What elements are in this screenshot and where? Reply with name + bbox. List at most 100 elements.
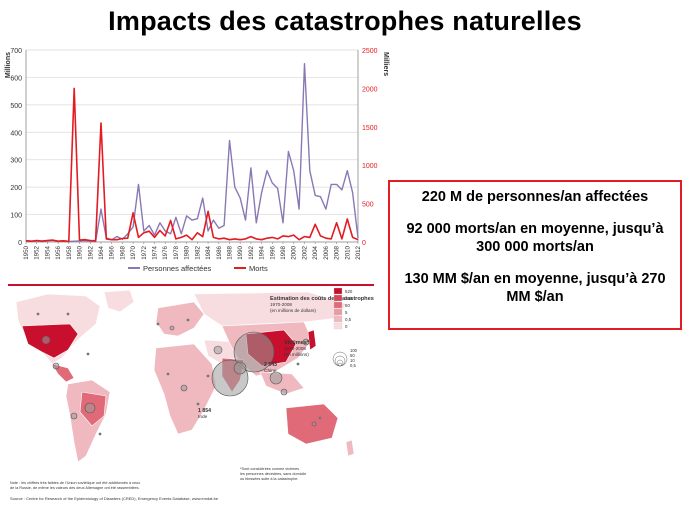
x-tick-label: 1956 — [55, 245, 62, 259]
right-tick-label: 500 — [362, 202, 374, 209]
left-tick-label: 500 — [10, 103, 22, 110]
nz-land — [345, 439, 355, 457]
cost-scale-label: 50 — [345, 303, 350, 308]
x-tick-label: 2010 — [344, 245, 351, 259]
victims-scale-label: 50 — [350, 353, 355, 358]
x-tick-label: 1950 — [23, 245, 30, 259]
x-tick-label: 1952 — [34, 245, 41, 259]
victims-scale-circle — [334, 355, 346, 367]
x-tick-label: 1960 — [77, 245, 84, 259]
circle-usa — [41, 335, 51, 345]
disaster-impact-chart: 0 100 200 300 400 500 600 700 0 500 1000 1500 2000 25… — [0, 42, 392, 282]
victims-legend-unit: (en millions) — [284, 352, 309, 357]
x-tick-label: 1990 — [237, 245, 244, 259]
event-dot — [296, 362, 300, 366]
cost-scale-label: 0,5 — [345, 317, 352, 322]
circle-brazil — [84, 402, 96, 414]
cost-scale-label: 5 — [345, 310, 348, 315]
x-tick-label: 1982 — [194, 245, 201, 259]
event-dot — [98, 432, 102, 436]
victims-scale-label: 100 — [350, 348, 358, 353]
left-tick-label: 200 — [10, 185, 22, 192]
slide-title: Impacts des catastrophes naturelles — [108, 6, 582, 36]
x-tick-label: 1954 — [44, 245, 51, 259]
victims-scale-circle — [332, 351, 348, 367]
europe-land — [155, 301, 205, 337]
circle-europe — [169, 325, 175, 331]
cost-swatch — [333, 308, 343, 316]
event-dot — [86, 352, 90, 356]
india-value: 1 854 — [198, 408, 211, 414]
x-tick-label: 2008 — [334, 245, 341, 259]
circle-peru — [70, 412, 78, 420]
right-tick-label: 2500 — [362, 48, 378, 55]
cost-swatch — [333, 294, 343, 302]
event-dot — [36, 312, 40, 316]
x-tick-label: 1998 — [280, 245, 287, 259]
x-tick-label: 1992 — [248, 245, 255, 259]
series-line-affected — [25, 63, 359, 243]
event-dot — [262, 338, 266, 342]
map-note-right-1: *Sont considérées comme victimes — [240, 467, 299, 471]
greenland-land — [103, 289, 135, 313]
x-tick-label: 2004 — [312, 245, 319, 259]
circle-china — [233, 331, 275, 373]
left-tick-label: 300 — [10, 158, 22, 165]
legend-affected: Personnes affectées — [143, 264, 211, 273]
stat-deaths: 92 000 morts/an en moyenne, jusqu’à 300 … — [406, 221, 664, 255]
x-tick-label: 1974 — [152, 245, 159, 259]
japan-land — [307, 329, 317, 351]
cost-swatch — [333, 322, 343, 330]
china-value: 2 543 — [264, 362, 277, 368]
circle-japan — [302, 338, 310, 346]
map-legend-unit: (en millions de dollars) — [270, 308, 316, 313]
series-line-deaths — [25, 87, 359, 243]
x-tick-label: 1996 — [269, 245, 276, 259]
left-axis-label: Millions — [5, 52, 12, 78]
right-tick-label: 0 — [362, 240, 366, 247]
circle-africa — [180, 384, 188, 392]
right-axis-label: Milliers — [382, 52, 389, 76]
victims-legend-title: Victimes*, — [284, 340, 311, 346]
x-tick-label: 1984 — [205, 245, 212, 259]
x-tick-label: 1968 — [119, 245, 126, 259]
left-tick-label: 0 — [18, 240, 22, 247]
victims-scale-label: 10 — [350, 358, 355, 363]
x-tick-label: 2000 — [291, 245, 298, 259]
victims-scale-label: 0,5 — [350, 363, 356, 368]
x-tick-label: 1958 — [66, 245, 73, 259]
stats-box: 220 M de personnes/an affectées 92 000 m… — [388, 180, 682, 330]
victims-scale-circle — [338, 362, 342, 367]
right-tick-label: 2000 — [362, 86, 378, 93]
x-tick-label: 1966 — [109, 245, 116, 259]
circle-bangladesh — [233, 361, 247, 375]
stat-affected: 220 M de personnes/an affectées — [421, 189, 649, 205]
chart-svg: 0 100 200 300 400 500 600 700 0 500 1000 1500 2000 25… — [5, 48, 389, 273]
map-note-right-3: ou blessées suite à la catastrophe. — [240, 477, 298, 481]
event-dot — [166, 372, 170, 376]
left-tick-label: 100 — [10, 213, 22, 220]
x-tick-label: 1962 — [87, 245, 94, 259]
victims-legend-years: 1970-2008 — [284, 346, 306, 351]
event-dot — [156, 322, 160, 326]
event-dot — [206, 374, 210, 378]
cost-scale-label: 0 — [345, 324, 348, 329]
left-tick-label: 400 — [10, 130, 22, 137]
right-tick-label: 1500 — [362, 125, 378, 132]
map-top-rule — [8, 284, 374, 286]
circle-indonesia — [280, 388, 288, 396]
circle-australia — [311, 421, 317, 427]
china-label: Chine — [264, 368, 277, 374]
event-dot — [196, 402, 200, 406]
x-tick-label: 1994 — [259, 245, 266, 259]
map-note-right-2: les personnes décédées, sans domicile — [240, 472, 306, 476]
circle-mexico — [52, 362, 60, 370]
left-tick-label: 700 — [10, 48, 22, 55]
x-tick-label: 1976 — [162, 245, 169, 259]
event-dot — [186, 318, 190, 322]
right-tick-label: 1000 — [362, 163, 378, 170]
legend-deaths: Morts — [249, 264, 268, 273]
x-tick-label: 1964 — [98, 245, 105, 259]
map-legend-years: 1970-2008 — [270, 302, 292, 307]
